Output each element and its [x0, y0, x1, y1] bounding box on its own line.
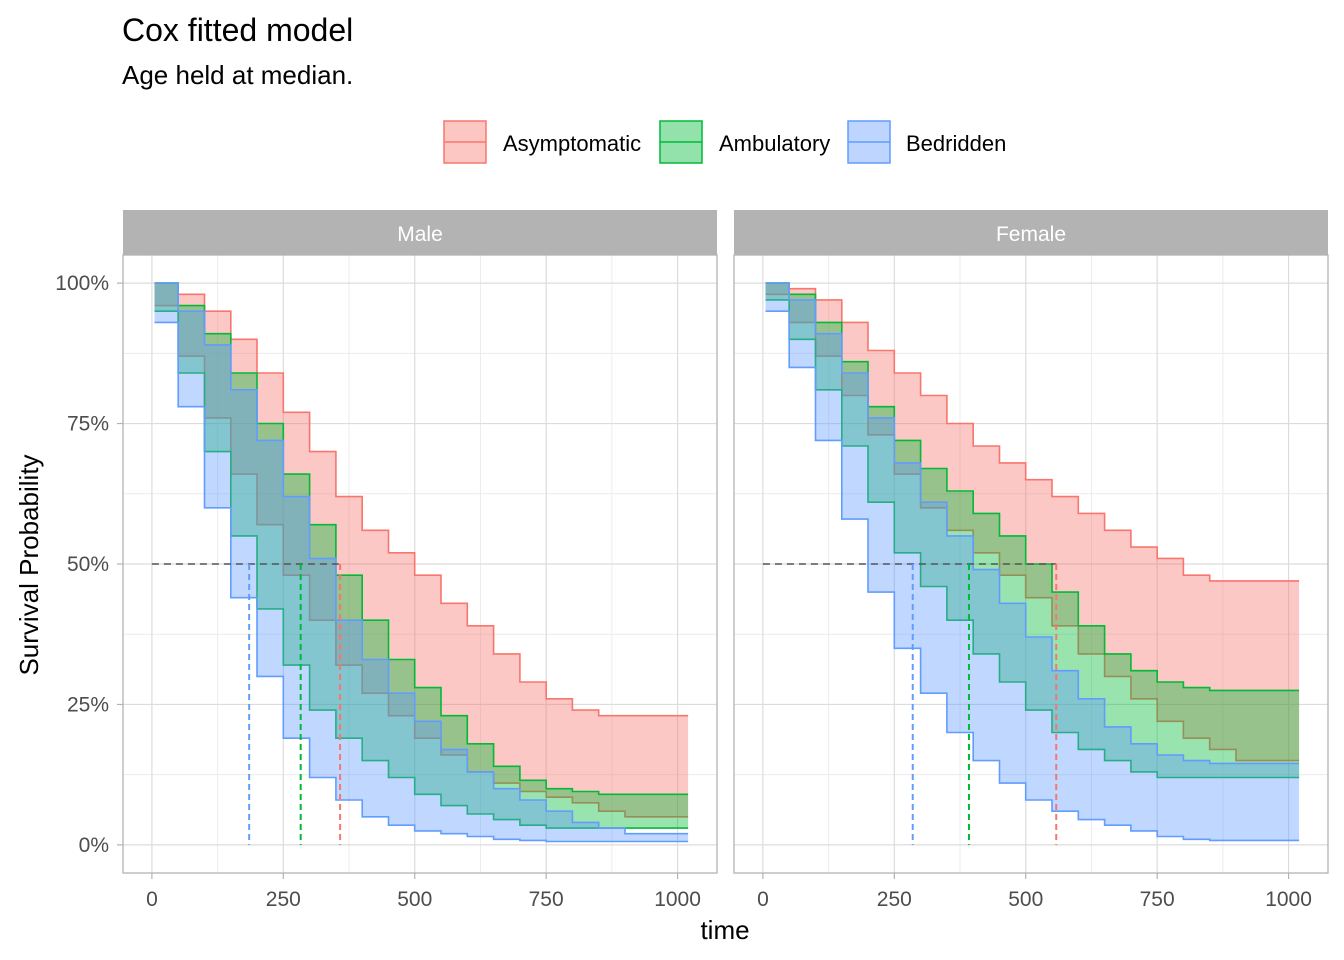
- x-tick-label: 0: [757, 888, 769, 911]
- x-tick-label: 1000: [654, 888, 701, 911]
- series-ambulatory: [765, 282, 1300, 779]
- x-tick-label: 250: [877, 888, 912, 911]
- legend: Asymptomatic Ambulatory Bedridden: [443, 120, 1006, 164]
- x-tick-label: 250: [266, 888, 301, 911]
- confidence-band-ambulatory: [765, 283, 1300, 778]
- confidence-band-asymptomatic: [154, 283, 689, 817]
- series-asymptomatic: [765, 282, 1300, 762]
- upper-bound-line-ambulatory: [765, 282, 1300, 692]
- x-axis-title: time: [700, 915, 749, 945]
- legend-label-ambulatory: Ambulatory: [719, 131, 830, 156]
- lower-bound-line-ambulatory: [765, 299, 1300, 779]
- legend-label-asymptomatic: Asymptomatic: [503, 131, 641, 156]
- confidence-band-bedridden: [154, 283, 689, 842]
- upper-bound-line-ambulatory: [154, 282, 689, 796]
- lower-bound-line-bedridden: [154, 321, 689, 843]
- y-tick-label: 50%: [67, 553, 109, 576]
- x-tick-label: 1000: [1265, 888, 1312, 911]
- facet-panel-female: Female 0 250 500 750 1000: [733, 210, 1329, 911]
- facet-strip-label: Male: [397, 223, 443, 246]
- chart-title: Cox fitted model: [122, 12, 353, 48]
- confidence-band-bedridden: [765, 283, 1300, 841]
- y-tick-label: 25%: [67, 693, 109, 716]
- legend-item-bedridden: Bedridden: [847, 120, 1006, 164]
- series-bedridden: [765, 282, 1300, 842]
- x-tick-label: 750: [1140, 888, 1175, 911]
- facet-strip: [734, 210, 1328, 255]
- panel-border: [733, 254, 1329, 874]
- y-tick-label: 0%: [79, 834, 109, 857]
- upper-bound-line-asymptomatic: [765, 282, 1300, 582]
- facet-strip-label: Female: [996, 223, 1066, 246]
- x-tick-label: 750: [529, 888, 564, 911]
- series-bedridden: [154, 282, 689, 843]
- y-axis-title: Survival Probability: [14, 454, 44, 675]
- lower-bound-line-bedridden: [765, 310, 1300, 842]
- upper-bound-line-bedridden: [765, 282, 1300, 765]
- facet-strip: [123, 210, 717, 255]
- x-tick-label: 500: [397, 888, 432, 911]
- confidence-band-asymptomatic: [765, 283, 1300, 761]
- lower-bound-line-asymptomatic: [765, 293, 1300, 762]
- facet-panel-male: Male 0 250 500 750 1000 0% 25% 50% 75% 100%: [55, 210, 718, 911]
- upper-bound-line-asymptomatic: [154, 282, 689, 717]
- confidence-band-ambulatory: [154, 283, 689, 829]
- legend-item-ambulatory: Ambulatory: [659, 120, 830, 164]
- y-tick-label: 100%: [55, 272, 109, 295]
- y-tick-label: 75%: [67, 413, 109, 436]
- legend-label-bedridden: Bedridden: [906, 131, 1006, 156]
- x-tick-label: 0: [146, 888, 158, 911]
- upper-bound-line-bedridden: [154, 282, 689, 835]
- chart-subtitle: Age held at median.: [122, 60, 353, 90]
- legend-item-asymptomatic: Asymptomatic: [443, 120, 641, 164]
- x-tick-label: 500: [1008, 888, 1043, 911]
